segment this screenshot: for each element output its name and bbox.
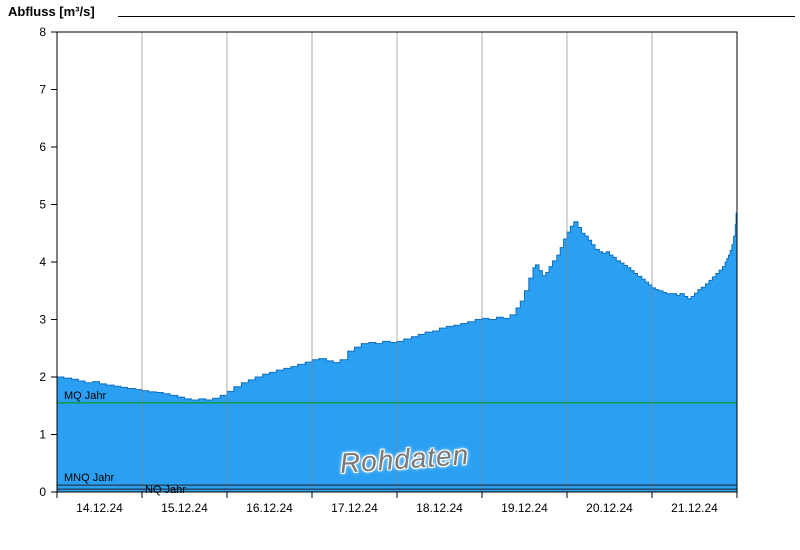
y-tick-label: 7 xyxy=(39,83,46,97)
chart-title: Abfluss [m³/s] xyxy=(8,4,95,19)
y-tick-label: 3 xyxy=(39,313,46,327)
x-tick-label: 16.12.24 xyxy=(246,501,293,515)
nq-jahr-label: NQ Jahr xyxy=(145,484,186,496)
y-tick-label: 1 xyxy=(39,428,46,442)
y-tick-label: 5 xyxy=(39,198,46,212)
y-tick-label: 8 xyxy=(39,25,46,39)
mq-jahr-label: MQ Jahr xyxy=(64,390,107,402)
x-tick-label: 15.12.24 xyxy=(161,501,208,515)
x-tick-label: 19.12.24 xyxy=(501,501,548,515)
y-tick-label: 6 xyxy=(39,140,46,154)
y-tick-label: 4 xyxy=(39,255,46,269)
mnq-jahr-label: MNQ Jahr xyxy=(64,472,114,484)
x-tick-label: 14.12.24 xyxy=(76,501,123,515)
discharge-line xyxy=(57,198,738,401)
x-tick-label: 18.12.24 xyxy=(416,501,463,515)
x-tick-label: 21.12.24 xyxy=(671,501,718,515)
x-tick-label: 20.12.24 xyxy=(586,501,633,515)
x-tick-label: 17.12.24 xyxy=(331,501,378,515)
y-tick-label: 2 xyxy=(39,370,46,384)
title-rule xyxy=(118,16,795,17)
y-tick-label: 0 xyxy=(39,485,46,499)
